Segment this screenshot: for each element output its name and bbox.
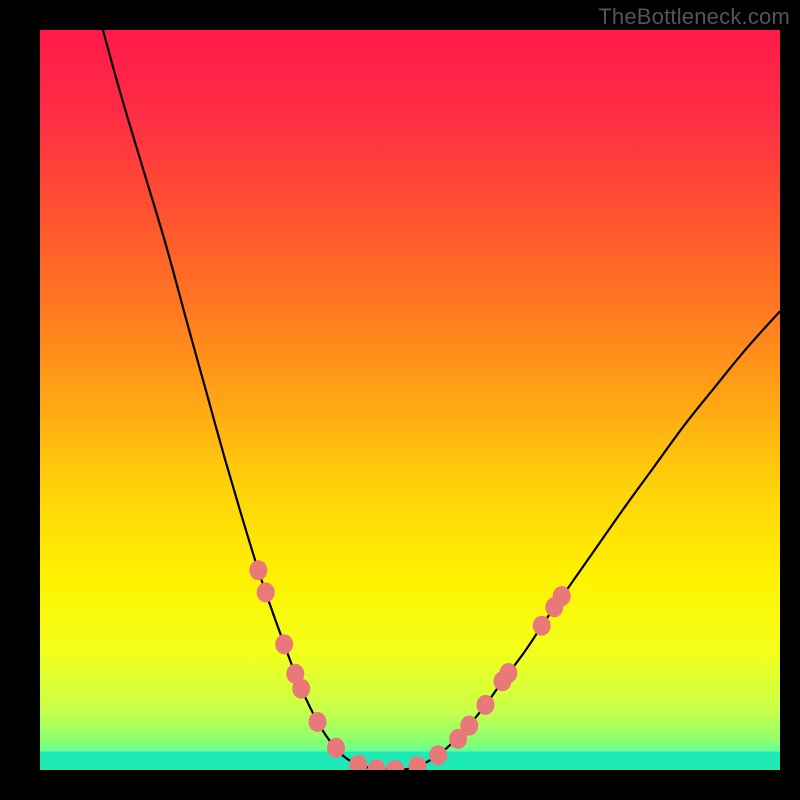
- data-marker: [275, 634, 293, 654]
- data-marker: [327, 738, 345, 758]
- data-marker: [476, 695, 494, 715]
- data-marker: [499, 663, 517, 683]
- chart-svg: [40, 30, 780, 770]
- data-marker: [429, 745, 447, 765]
- data-marker: [460, 716, 478, 736]
- data-marker: [309, 712, 327, 732]
- data-marker: [257, 582, 275, 602]
- chart-root: TheBottleneck.com: [0, 0, 800, 800]
- data-marker: [292, 679, 310, 699]
- plot-area: [40, 30, 780, 770]
- data-marker: [553, 586, 571, 606]
- data-marker: [533, 616, 551, 636]
- data-marker: [249, 560, 267, 580]
- watermark-text: TheBottleneck.com: [598, 4, 790, 30]
- gradient-rect: [40, 30, 780, 770]
